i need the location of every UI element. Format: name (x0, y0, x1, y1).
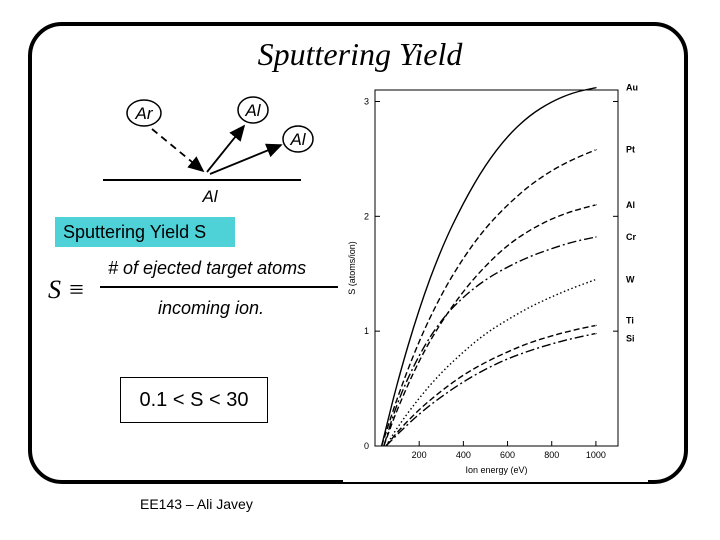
ejected-label-2: Al (289, 130, 306, 149)
y-axis-label: S (atoms/ion) (347, 241, 357, 295)
sputtering-yield-chart: 200 400 600 800 1000 0 1 2 3 Ion energy (eV) S (at… (343, 82, 648, 482)
range-box: 0.1 < S < 30 (120, 377, 268, 423)
incoming-arrow (151, 128, 205, 173)
series-line-w (385, 278, 597, 447)
series-label-ti: Ti (626, 315, 634, 325)
ion-label: Ar (135, 104, 154, 123)
series-line-cr (383, 236, 597, 447)
x-tick-label-2: 600 (500, 450, 515, 460)
target-label: Al (201, 187, 218, 206)
series-line-si (385, 332, 597, 447)
ejected-atom-1 (237, 96, 269, 124)
y-tick-label-0: 0 (364, 441, 369, 451)
fraction-bar (100, 286, 338, 288)
series-label-al: Al (626, 200, 635, 210)
ion-atom (126, 99, 162, 127)
series-label-si: Si (626, 333, 635, 343)
ejection-arrow-2 (209, 143, 283, 175)
series-line-al (383, 204, 597, 447)
x-tick-label-4: 1000 (586, 450, 606, 460)
y-tick-label-2: 2 (364, 211, 369, 221)
x-tick-label-0: 200 (412, 450, 427, 460)
y-tick-label-1: 1 (364, 326, 369, 336)
definition-label: Sputtering Yield S (55, 217, 235, 247)
slide-footer: EE143 – Ali Javey (140, 496, 253, 512)
ejected-label-1: Al (244, 101, 261, 120)
x-tick-label-1: 400 (456, 450, 471, 460)
x-axis-label: Ion energy (eV) (465, 465, 527, 475)
ejection-arrow-1 (206, 124, 246, 173)
series-label-cr: Cr (626, 232, 636, 242)
plot-frame (374, 89, 619, 447)
slide-title: Sputtering Yield (257, 36, 463, 72)
x-tick-label-3: 800 (544, 450, 559, 460)
series-line-ti (385, 324, 597, 447)
formula-numerator: # of ejected target atoms (108, 258, 307, 278)
series-line-pt (380, 149, 597, 447)
ejected-atom-2 (282, 125, 314, 153)
formula-denominator: incoming ion. (158, 298, 265, 318)
series-line-au (380, 87, 597, 447)
series-label-w: W (626, 274, 635, 284)
formula-symbol: S ≡ (48, 275, 86, 304)
chart-background (343, 82, 648, 482)
series-label-pt: Pt (626, 145, 635, 155)
series-label-au: Au (626, 83, 638, 93)
y-tick-label-3: 3 (364, 96, 369, 106)
